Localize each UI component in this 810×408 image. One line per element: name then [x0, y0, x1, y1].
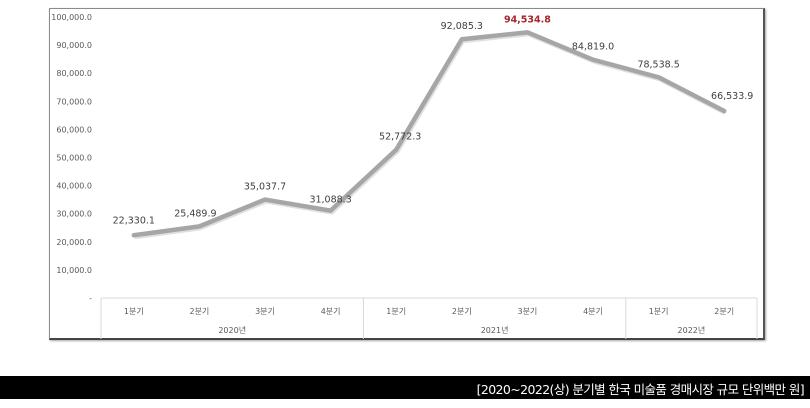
x-group-label: 2021년 — [481, 325, 509, 335]
y-tick-label: 40,000.0 — [56, 182, 92, 191]
x-tick-label: 4분기 — [583, 307, 603, 316]
y-tick-label: 50,000.0 — [56, 154, 92, 163]
x-tick-label: 2분기 — [452, 307, 472, 316]
x-tick-label: 2분기 — [189, 307, 209, 316]
x-tick-label: 3분기 — [255, 307, 275, 316]
chart-caption: [2020~2022(상) 분기별 한국 미술품 경매시장 규모 단위백만 원] — [476, 382, 805, 397]
y-tick-label: 70,000.0 — [56, 97, 92, 106]
y-tick-label: 100,000.0 — [51, 13, 92, 22]
data-label: 22,330.1 — [113, 215, 155, 226]
data-label: 66,533.9 — [711, 91, 753, 102]
x-tick-label: 2분기 — [714, 307, 734, 316]
data-label: 31,088.3 — [309, 195, 351, 206]
data-label: 92,085.3 — [441, 21, 483, 32]
y-tick-label: 10,000.0 — [56, 266, 92, 275]
data-label: 52,772.3 — [379, 132, 421, 143]
x-group-label: 2022년 — [678, 325, 706, 335]
caption-bar: [2020~2022(상) 분기별 한국 미술품 경매시장 규모 단위백만 원] — [0, 376, 810, 399]
y-tick-label: 30,000.0 — [56, 210, 92, 219]
data-label: 84,819.0 — [572, 42, 614, 53]
x-tick-label: 1분기 — [386, 307, 406, 316]
data-label: 25,489.9 — [174, 208, 216, 219]
y-tick-label: 90,000.0 — [56, 41, 92, 50]
x-group-label: 2020년 — [218, 325, 246, 335]
x-tick-label: 1분기 — [124, 307, 144, 316]
x-tick-label: 4분기 — [321, 307, 341, 316]
data-label: 78,538.5 — [637, 59, 679, 70]
x-tick-label: 1분기 — [649, 307, 669, 316]
y-tick-label: 80,000.0 — [56, 69, 92, 78]
series-line — [131, 30, 727, 238]
x-tick-label: 3분기 — [517, 307, 537, 316]
y-tick-label: 60,000.0 — [56, 125, 92, 134]
y-tick-label: 20,000.0 — [56, 238, 92, 247]
y-tick-label: - — [89, 294, 92, 303]
data-label: 94,534.8 — [504, 14, 551, 25]
chart-frame — [49, 8, 765, 340]
data-label: 35,037.7 — [244, 182, 286, 193]
